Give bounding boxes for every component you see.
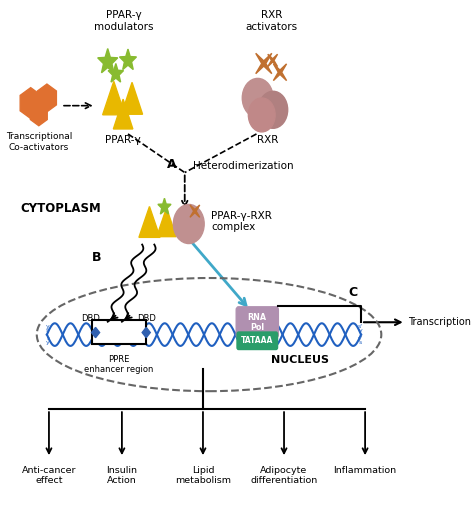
Polygon shape <box>20 88 41 119</box>
Text: PPRE
enhancer region: PPRE enhancer region <box>84 355 154 374</box>
Text: Inflammation: Inflammation <box>334 466 397 475</box>
Text: y: y <box>46 324 50 329</box>
Text: s: s <box>46 336 50 341</box>
Polygon shape <box>103 81 125 115</box>
Text: C: C <box>348 285 357 298</box>
Text: RXR
activators: RXR activators <box>246 10 298 32</box>
Text: Lipid
metabolism: Lipid metabolism <box>175 466 231 485</box>
Text: PPAR-γ-RXR
complex: PPAR-γ-RXR complex <box>211 211 272 232</box>
Text: NUCLEUS: NUCLEUS <box>271 355 329 365</box>
Polygon shape <box>108 63 124 82</box>
Polygon shape <box>157 208 176 237</box>
Text: DBD: DBD <box>81 314 100 323</box>
Circle shape <box>242 79 273 118</box>
Polygon shape <box>30 101 47 126</box>
Text: PPAR-γ: PPAR-γ <box>105 135 141 145</box>
Text: y': y' <box>357 336 363 341</box>
Polygon shape <box>256 53 272 74</box>
Text: TATAAA: TATAAA <box>241 336 273 345</box>
Text: B: B <box>92 251 101 264</box>
Polygon shape <box>121 82 143 114</box>
Text: Transcriptional
Co-activators: Transcriptional Co-activators <box>6 133 72 152</box>
Text: y': y' <box>46 340 51 345</box>
FancyBboxPatch shape <box>237 332 278 349</box>
Polygon shape <box>158 198 171 214</box>
Bar <box>91 320 146 344</box>
Text: CYTOPLASM: CYTOPLASM <box>20 202 101 215</box>
Polygon shape <box>190 205 200 217</box>
Text: y: y <box>358 329 362 333</box>
Text: PPAR-γ
modulators: PPAR-γ modulators <box>94 10 154 32</box>
Text: s: s <box>359 340 362 345</box>
Text: Anti-cancer
effect: Anti-cancer effect <box>22 466 76 485</box>
Text: Adipocyte
differentiation: Adipocyte differentiation <box>250 466 318 485</box>
Polygon shape <box>142 328 150 337</box>
Text: RXR: RXR <box>257 135 279 145</box>
Polygon shape <box>37 84 56 112</box>
Polygon shape <box>91 328 100 337</box>
Polygon shape <box>98 48 118 73</box>
Text: DBD: DBD <box>137 314 155 323</box>
Polygon shape <box>273 64 287 81</box>
Text: s': s' <box>46 329 51 333</box>
Circle shape <box>173 204 204 243</box>
Text: Insulin
Action: Insulin Action <box>106 466 137 485</box>
Circle shape <box>248 98 275 132</box>
Polygon shape <box>139 206 160 237</box>
Circle shape <box>258 92 288 128</box>
Polygon shape <box>268 54 278 67</box>
Text: A: A <box>167 158 177 171</box>
Text: RNA
Pol: RNA Pol <box>248 313 267 332</box>
Polygon shape <box>119 49 137 70</box>
Text: s': s' <box>358 324 363 329</box>
Text: Heterodimerization: Heterodimerization <box>193 161 293 172</box>
Text: Transcription: Transcription <box>408 317 471 327</box>
Polygon shape <box>113 99 133 129</box>
FancyBboxPatch shape <box>236 307 278 337</box>
